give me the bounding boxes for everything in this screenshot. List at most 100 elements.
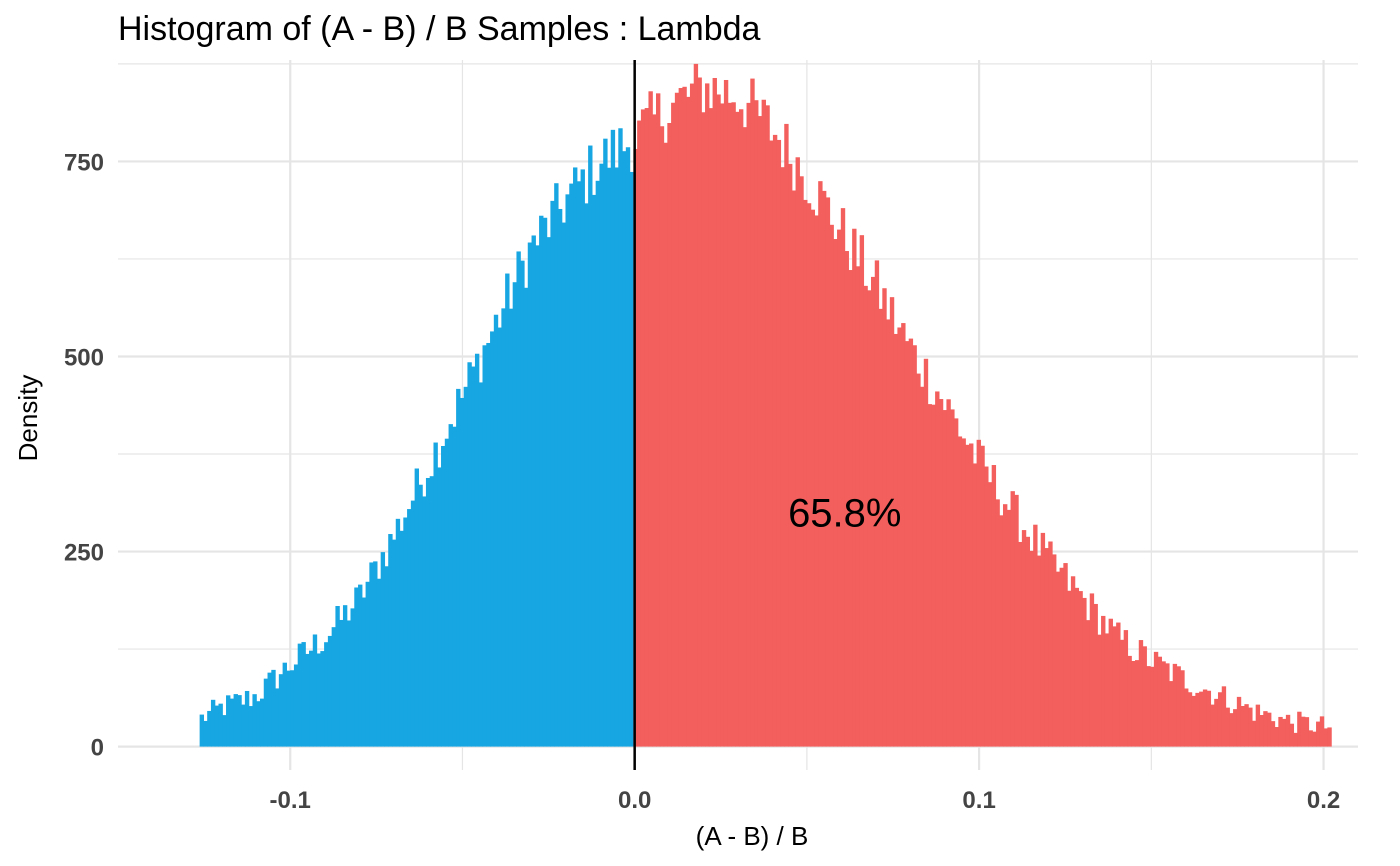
histogram-bar: [531, 235, 536, 747]
histogram-bar: [237, 695, 242, 747]
histogram-bar: [493, 314, 499, 747]
histogram-bar: [508, 308, 514, 747]
histogram-bar: [644, 108, 650, 747]
histogram-bar: [226, 695, 231, 747]
histogram-bar: [569, 183, 574, 747]
histogram-bar: [897, 327, 902, 747]
histogram-bar: [467, 362, 472, 747]
histogram-bar: [716, 94, 721, 747]
histogram-bar: [459, 397, 465, 747]
histogram-bar: [965, 444, 970, 747]
x-tick-label: -0.1: [270, 787, 311, 814]
histogram-bar: [301, 642, 306, 747]
histogram-bar: [1097, 634, 1102, 747]
chart-title: Histogram of (A - B) / B Samples : Lambd…: [118, 10, 761, 48]
histogram-bar: [1293, 732, 1298, 747]
histogram-bar: [991, 465, 997, 747]
histogram-bar: [799, 176, 804, 747]
histogram-bar: [542, 217, 548, 747]
histogram-bar: [490, 331, 495, 747]
histogram-bar: [512, 282, 518, 747]
histogram-bar: [1319, 716, 1325, 747]
histogram-bar: [437, 467, 442, 747]
histogram-bar: [1070, 576, 1076, 747]
histogram-bar: [1263, 711, 1268, 747]
histogram-bar: [346, 620, 352, 747]
histogram-bar: [1135, 660, 1140, 747]
histogram-bar: [207, 710, 212, 747]
histogram-bar: [1248, 707, 1253, 747]
histogram-bar: [271, 669, 276, 747]
histogram-bar: [1202, 689, 1208, 747]
histogram-bar: [1131, 661, 1136, 747]
histogram-bar: [1267, 712, 1272, 747]
histogram-bar: [380, 552, 386, 747]
histogram-bar: [810, 209, 816, 747]
histogram-bar: [535, 245, 540, 747]
histogram-bar: [565, 194, 570, 747]
histogram-bar: [418, 484, 423, 747]
histogram-bar: [395, 518, 401, 747]
histogram-bar: [1217, 692, 1223, 747]
histogram-bar: [784, 123, 789, 747]
histogram-bar: [1104, 633, 1110, 747]
histogram-bar: [429, 476, 435, 747]
histogram-bar: [829, 224, 834, 747]
histogram-bar: [637, 120, 642, 747]
histogram-bar: [588, 145, 593, 747]
histogram-bar: [456, 388, 461, 747]
histogram-bar: [867, 290, 872, 747]
histogram-bar: [339, 619, 344, 747]
histogram-bar: [422, 496, 427, 747]
histogram-bar: [1021, 530, 1027, 747]
x-axis-title: (A - B) / B: [696, 821, 809, 851]
histogram-bar: [788, 163, 793, 747]
histogram-bar: [803, 199, 808, 747]
histogram-bar: [1297, 711, 1302, 747]
histogram-bar: [1278, 716, 1283, 747]
histogram-bar: [599, 163, 604, 747]
histogram-bar: [746, 102, 751, 747]
histogram-bar: [210, 699, 216, 747]
histogram-bar: [693, 63, 699, 747]
histogram-bar: [912, 345, 917, 747]
histogram-bar: [1282, 718, 1287, 747]
histogram-bar: [1233, 709, 1238, 747]
histogram-bar: [399, 530, 404, 747]
histogram-bar: [769, 140, 774, 747]
histogram-bar: [1225, 707, 1230, 747]
histogram-bar: [606, 167, 612, 747]
histogram-bar: [233, 694, 238, 747]
histogram-bar: [539, 215, 544, 747]
histogram-bar: [618, 128, 623, 747]
histogram-bar: [844, 251, 849, 747]
histogram-bar: [886, 319, 891, 747]
x-tick-label: 0.0: [618, 787, 651, 814]
histogram-bar: [614, 167, 619, 747]
y-tick-label: 500: [64, 344, 104, 371]
histogram-bar: [403, 517, 408, 747]
histogram-bar: [976, 439, 981, 747]
histogram-bar: [523, 287, 529, 747]
histogram-bar: [833, 239, 838, 747]
histogram-bar: [361, 597, 367, 747]
histogram-bar: [448, 424, 453, 747]
histogram-bar: [1161, 661, 1166, 747]
histogram-bar: [659, 126, 665, 747]
histogram-bar: [1251, 720, 1257, 747]
histogram-bar: [1067, 590, 1072, 747]
histogram-bar: [765, 105, 770, 747]
histogram-bar: [1108, 618, 1113, 747]
histogram-bar: [889, 297, 895, 747]
histogram-bar: [312, 634, 318, 747]
x-axis-ticks: -0.1 0.0 0.1 0.2: [270, 787, 1341, 814]
histogram-bar: [501, 308, 506, 747]
histogram-bar: [595, 180, 601, 747]
histogram-bar: [821, 190, 827, 747]
histogram-bar: [1044, 548, 1049, 747]
histogram-bar: [818, 181, 823, 747]
histogram-bar: [882, 288, 887, 747]
histogram-bar: [1059, 567, 1064, 747]
histogram-bar: [1244, 704, 1249, 747]
histogram-bar: [1029, 550, 1034, 747]
